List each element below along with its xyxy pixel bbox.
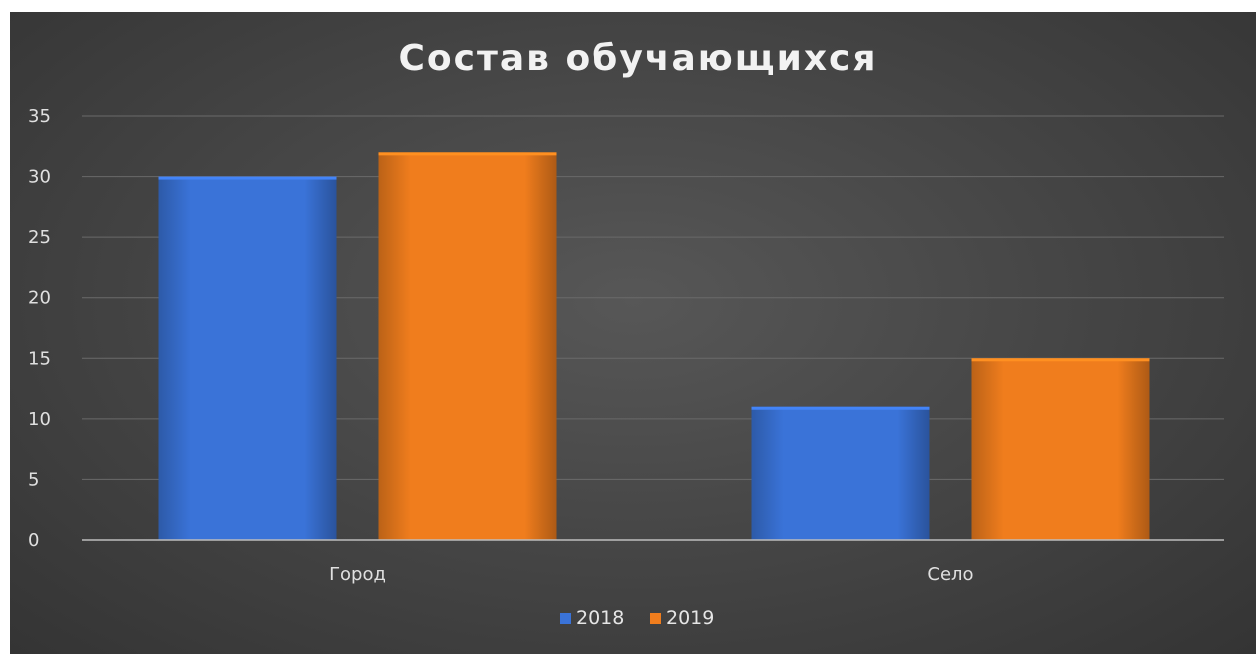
y-tick-label: 20 <box>28 288 51 309</box>
legend-swatch <box>560 613 571 624</box>
bar <box>971 358 1150 540</box>
legend: 2018 2019 <box>560 607 714 629</box>
legend-label: 2019 <box>666 607 714 629</box>
bar <box>378 152 557 541</box>
bar-top-highlight <box>378 152 557 156</box>
legend-swatch <box>650 613 661 624</box>
y-tick-label: 5 <box>28 469 39 490</box>
bar <box>158 176 337 541</box>
category-labels: Город Село <box>329 564 974 585</box>
legend-label: 2018 <box>576 607 624 629</box>
y-tick-label: 15 <box>28 348 51 369</box>
bar-top-highlight <box>971 358 1150 362</box>
chart-title: Состав обучающихся <box>398 38 877 79</box>
chart-area: Состав обучающихся 0 5 10 15 20 25 30 35 Город С… <box>10 12 1256 654</box>
y-tick-label: 10 <box>28 409 51 430</box>
bars <box>158 152 1150 541</box>
bar-top-highlight <box>158 176 337 180</box>
y-tick-label: 25 <box>28 227 51 248</box>
y-tick-label: 30 <box>28 167 51 188</box>
category-label: Село <box>927 564 973 585</box>
chart-svg: Состав обучающихся 0 5 10 15 20 25 30 35 Город С… <box>28 38 1224 629</box>
y-tick-label: 0 <box>28 530 39 551</box>
bar <box>751 406 930 540</box>
y-tick-label: 35 <box>28 106 51 127</box>
bar-top-highlight <box>751 406 930 410</box>
y-axis-ticks: 0 5 10 15 20 25 30 35 <box>28 106 51 551</box>
category-label: Город <box>329 564 386 585</box>
